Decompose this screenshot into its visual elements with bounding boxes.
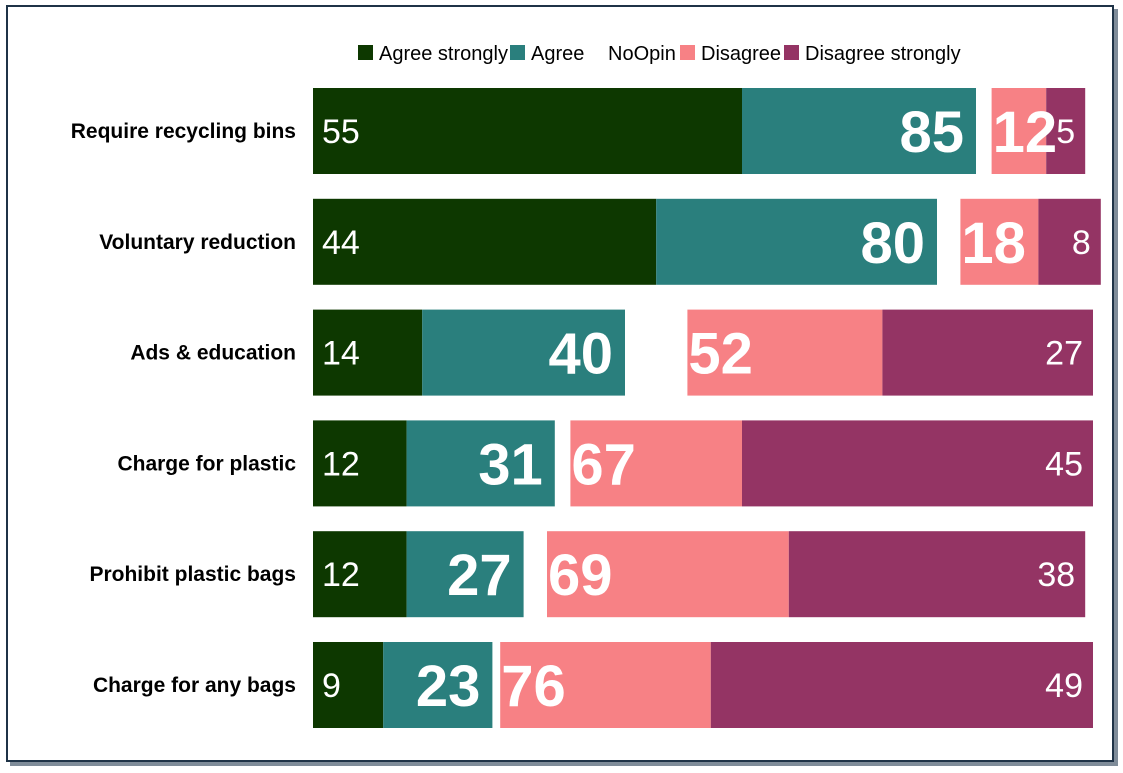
bar-ads-and-education-disagree (687, 309, 883, 396)
label-strong-disagree-charge-for-plastic: 45 (1045, 445, 1083, 483)
label-strong-agree-prohibit-plastic-bags: 12 (322, 556, 360, 594)
chart-legend: Agree strongly Agree NoOpin Disagree Disagre… (358, 43, 961, 65)
bar-voluntary-reduction-disagree (960, 198, 1039, 285)
bar-charge-for-plastic-disagree (570, 420, 742, 507)
category-label-ads-and-education: Ads & education (130, 342, 296, 365)
bar-charge-for-plastic-agree (406, 420, 555, 507)
label-strong-disagree-prohibit-plastic-bags: 38 (1037, 556, 1075, 594)
legend-label-disagree-strongly: Disagree strongly (805, 43, 961, 65)
bar-ads-and-education-agree (422, 309, 625, 396)
bar-prohibit-plastic-bags-disagree (547, 531, 789, 618)
label-total-agree-charge-for-any-bags: 23 (416, 654, 481, 719)
legend-swatch-disagree-strongly (784, 45, 799, 60)
legend-label-agree-strongly: Agree strongly (379, 43, 508, 65)
legend-swatch-disagree (680, 45, 695, 60)
category-label-voluntary-reduction: Voluntary reduction (99, 231, 296, 254)
bar-prohibit-plastic-bags-agree-strongly (313, 531, 407, 618)
bar-charge-for-plastic-agree-strongly (313, 420, 407, 507)
category-label-require-recycling-bins: Require recycling bins (71, 120, 296, 143)
label-total-disagree-require-recycling-bins: 12 (993, 100, 1058, 165)
bar-charge-for-any-bags-disagree-strongly (710, 642, 1093, 728)
bar-require-recycling-bins-agree (742, 88, 976, 174)
label-strong-disagree-ads-and-education: 27 (1045, 335, 1083, 373)
bar-require-recycling-bins-disagree-strongly (1046, 88, 1086, 174)
legend-swatch-agree-strongly (358, 45, 373, 60)
label-strong-agree-charge-for-any-bags: 9 (322, 667, 341, 705)
bar-charge-for-any-bags-agree-strongly (313, 642, 384, 728)
label-strong-agree-require-recycling-bins: 55 (322, 113, 360, 151)
label-total-disagree-charge-for-plastic: 67 (571, 432, 636, 497)
bar-require-recycling-bins-disagree (991, 88, 1047, 174)
bar-voluntary-reduction-agree-strongly (313, 198, 657, 285)
bar-charge-for-plastic-disagree-strongly (742, 420, 1093, 507)
bar-charge-for-any-bags-disagree (500, 642, 711, 728)
legend-label-disagree: Disagree (701, 43, 781, 65)
label-total-disagree-prohibit-plastic-bags: 69 (548, 543, 613, 608)
category-label-prohibit-plastic-bags: Prohibit plastic bags (89, 563, 296, 586)
legend-label-agree: Agree (531, 43, 584, 65)
label-strong-agree-voluntary-reduction: 44 (322, 224, 360, 262)
label-total-disagree-charge-for-any-bags: 76 (501, 654, 566, 719)
label-strong-agree-ads-and-education: 14 (322, 335, 360, 373)
bar-require-recycling-bins-agree-strongly (313, 88, 742, 174)
label-strong-disagree-require-recycling-bins: 5 (1056, 113, 1075, 151)
label-total-disagree-ads-and-education: 52 (688, 322, 753, 387)
category-label-charge-for-any-bags: Charge for any bags (93, 674, 296, 697)
label-total-disagree-voluntary-reduction: 18 (961, 211, 1026, 276)
bar-voluntary-reduction-disagree-strongly (1038, 198, 1101, 285)
label-strong-disagree-voluntary-reduction: 8 (1072, 224, 1091, 262)
label-total-agree-voluntary-reduction: 80 (860, 211, 925, 276)
label-total-agree-prohibit-plastic-bags: 27 (447, 543, 512, 608)
label-strong-agree-charge-for-plastic: 12 (322, 445, 360, 483)
bar-prohibit-plastic-bags-agree (406, 531, 524, 618)
bar-charge-for-any-bags-agree (383, 642, 493, 728)
category-label-charge-for-plastic: Charge for plastic (117, 452, 296, 475)
label-strong-disagree-charge-for-any-bags: 49 (1045, 667, 1083, 705)
bar-ads-and-education-disagree-strongly (882, 309, 1093, 396)
label-total-agree-charge-for-plastic: 31 (478, 432, 543, 497)
bar-voluntary-reduction-agree (656, 198, 937, 285)
bar-ads-and-education-agree-strongly (313, 309, 423, 396)
bar-prohibit-plastic-bags-disagree-strongly (788, 531, 1086, 618)
label-total-agree-ads-and-education: 40 (548, 322, 613, 387)
label-total-agree-require-recycling-bins: 85 (899, 100, 964, 165)
legend-label-noopin: NoOpin (608, 43, 676, 65)
legend-swatch-agree (510, 45, 525, 60)
